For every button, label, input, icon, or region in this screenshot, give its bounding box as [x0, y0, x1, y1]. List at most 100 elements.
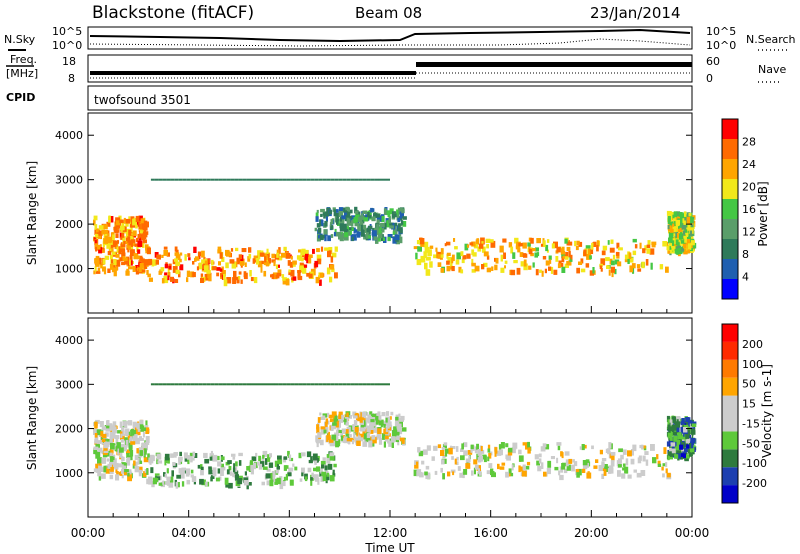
- power-echo-cell: [100, 264, 103, 269]
- power-echo-cell: [334, 246, 338, 252]
- power-echo-cell: [312, 248, 315, 254]
- power-echo-cell: [347, 218, 351, 224]
- power-echo-cell: [667, 216, 671, 221]
- velocity-echo-cell: [501, 462, 506, 466]
- power-echo-cell: [361, 213, 364, 217]
- power-echo-cell: [591, 242, 594, 250]
- power-echo-cell: [566, 240, 570, 246]
- velocity-echo-cell: [127, 420, 133, 426]
- power-echo-cell: [236, 257, 240, 265]
- velocity-echo-cell: [326, 435, 331, 442]
- power-colorbar-tick-label: 28: [742, 136, 756, 149]
- power-echo-cell: [632, 250, 637, 256]
- nave-label: Nave: [758, 63, 786, 76]
- power-echo-cell: [299, 265, 304, 272]
- velocity-echo-cell: [470, 449, 473, 453]
- velocity-echo-cell: [246, 482, 249, 490]
- power-echo-cell: [142, 231, 148, 238]
- freq-tick-bottom: 8: [68, 72, 75, 85]
- power-echo-cell: [646, 248, 651, 254]
- power-echo-cell: [528, 245, 531, 250]
- power-echo-cell: [253, 255, 258, 260]
- power-echo-cell: [451, 254, 455, 261]
- power-echo-cell: [139, 262, 145, 269]
- velocity-echo-cell: [486, 470, 491, 475]
- velocity-echo-cell: [224, 477, 229, 485]
- velocity-echo-cell: [139, 460, 143, 464]
- velocity-echo-cell: [621, 473, 626, 479]
- power-echo-cell: [334, 272, 338, 279]
- power-stripe-cell: [198, 178, 203, 181]
- power-echo-cell: [186, 277, 189, 283]
- power-echo-cell: [624, 254, 629, 260]
- power-echo-cell: [116, 229, 120, 233]
- velocity-echo-cell: [146, 478, 150, 485]
- power-echo-cell: [164, 272, 168, 276]
- power-echo-cell: [628, 252, 632, 259]
- power-echo-cell: [201, 259, 206, 264]
- velocity-echo-cell: [663, 447, 667, 454]
- power-echo-cell: [289, 261, 294, 268]
- velocity-echo-cell: [599, 449, 603, 455]
- power-echo-cell: [683, 229, 688, 235]
- power-echo-cell: [362, 224, 367, 230]
- power-stripe-cell: [166, 178, 171, 181]
- velocity-echo-cell: [138, 466, 143, 472]
- power-echo-cell: [670, 211, 675, 218]
- power-echo-cell: [107, 233, 110, 237]
- power-echo-cell: [371, 230, 377, 236]
- velocity-echo-cell: [109, 425, 115, 430]
- power-echo-cell: [102, 258, 106, 265]
- power-echo-cell: [673, 216, 676, 223]
- power-echo-cell: [139, 223, 143, 231]
- velocity-echo-cell: [217, 468, 221, 474]
- cpid-label: CPID: [6, 91, 35, 104]
- power-echo-cell: [641, 261, 645, 269]
- power-echo-cell: [637, 268, 642, 272]
- power-echo-cell: [564, 238, 568, 244]
- velocity-echo-cell: [617, 458, 622, 463]
- power-echo-cell: [375, 214, 380, 218]
- power-stripe-cell: [234, 178, 239, 181]
- power-echo-cell: [607, 240, 610, 245]
- velocity-echo-cell: [359, 437, 363, 442]
- power-echo-cell: [148, 277, 153, 282]
- freq-tick-top: 18: [62, 55, 76, 68]
- velocity-echo-cell: [283, 456, 288, 460]
- velocity-echo-cell: [134, 466, 140, 473]
- velocity-stripe-cell: [338, 383, 343, 386]
- velocity-echo-cell: [488, 453, 492, 459]
- power-colorbar-swatch: [722, 259, 738, 279]
- velocity-echo-cell: [463, 442, 468, 448]
- power-echo-cell: [217, 249, 222, 254]
- power-echo-cell: [107, 238, 111, 244]
- power-echo-cell: [400, 220, 404, 225]
- velocity-colorbar-tick-label: 100: [742, 358, 763, 371]
- power-echo-cell: [114, 266, 118, 271]
- velocity-echo-cell: [676, 427, 680, 433]
- power-echo-cell: [329, 276, 333, 283]
- power-echo-cell: [490, 240, 496, 248]
- velocity-echo-cell: [418, 450, 424, 457]
- velocity-echo-cell: [657, 463, 662, 467]
- velocity-echo-cell: [630, 458, 635, 465]
- velocity-echo-cell: [681, 437, 685, 443]
- power-echo-cell: [225, 249, 230, 256]
- power-echo-cell: [346, 210, 351, 218]
- power-echo-cell: [674, 244, 678, 251]
- velocity-echo-cell: [327, 412, 330, 417]
- power-echo-cell: [393, 213, 397, 218]
- velocity-echo-cell: [383, 428, 389, 435]
- velocity-echo-cell: [115, 437, 119, 445]
- power-echo-cell: [575, 245, 579, 251]
- power-echo-cell: [556, 246, 561, 253]
- velocity-echo-cell: [132, 421, 137, 428]
- power-echo-cell: [282, 279, 287, 285]
- power-echo-cell: [632, 267, 635, 274]
- power-echo-cell: [675, 224, 680, 228]
- velocity-echo-cell: [637, 457, 642, 464]
- power-echo-cell: [333, 209, 337, 217]
- power-echo-cell: [263, 260, 267, 266]
- velocity-echo-cell: [604, 466, 608, 471]
- power-echo-cell: [532, 262, 535, 268]
